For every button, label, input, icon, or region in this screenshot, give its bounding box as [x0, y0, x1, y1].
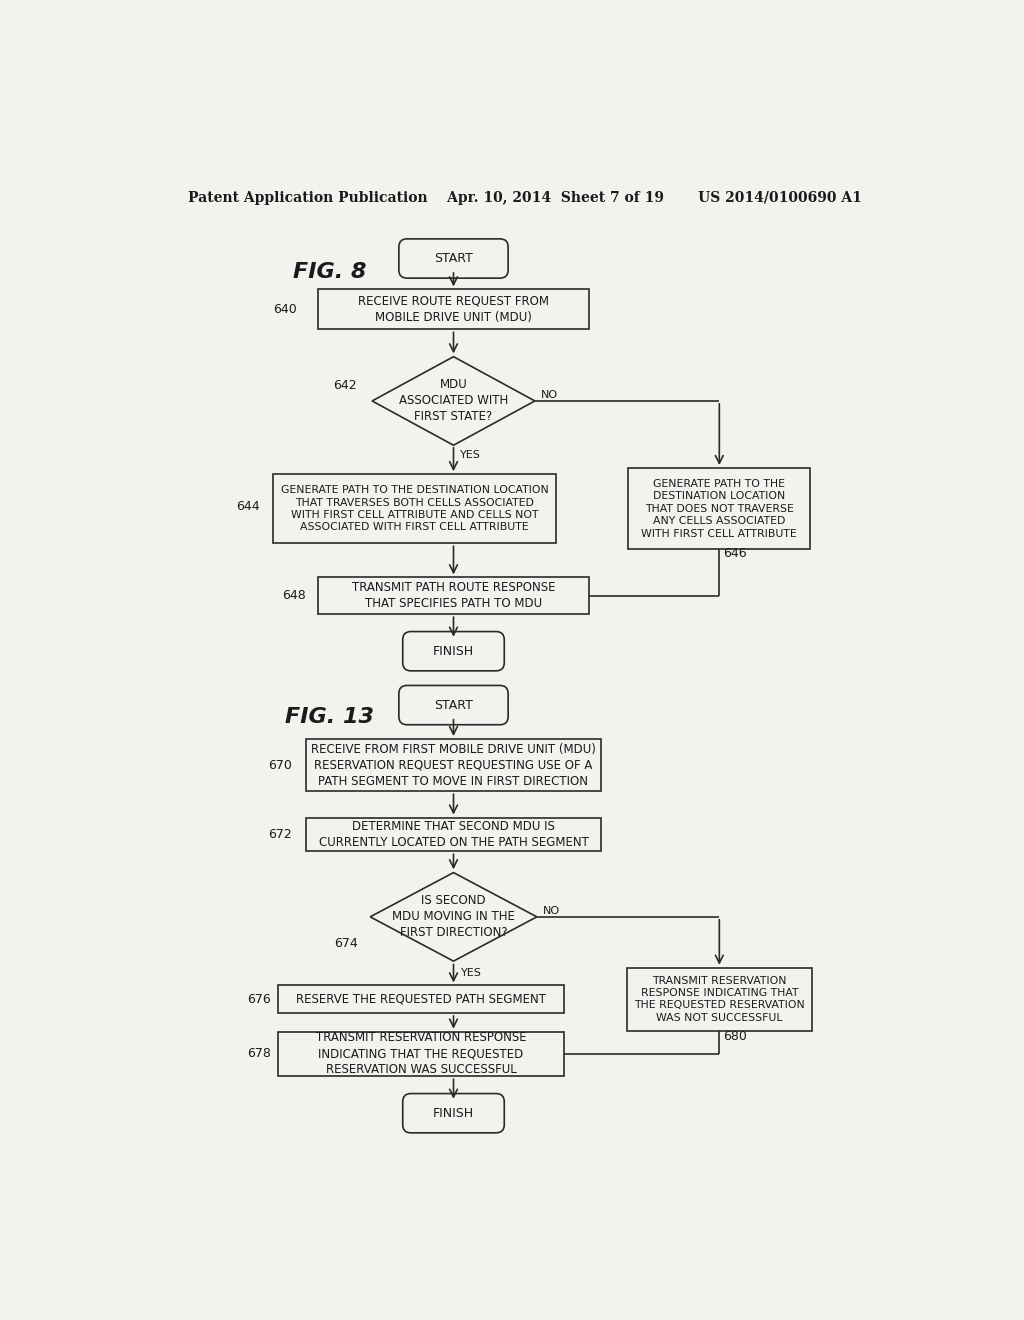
Text: 646: 646	[723, 546, 746, 560]
Bar	[273, 474, 556, 544]
Text: 672: 672	[268, 828, 292, 841]
Text: GENERATE PATH TO THE DESTINATION LOCATION
THAT TRAVERSES BOTH CELLS ASSOCIATED
W: GENERATE PATH TO THE DESTINATION LOCATIO…	[281, 486, 549, 532]
Bar	[279, 985, 563, 1014]
Text: 680: 680	[723, 1030, 748, 1043]
Text: Patent Application Publication    Apr. 10, 2014  Sheet 7 of 19       US 2014/010: Patent Application Publication Apr. 10, …	[187, 191, 862, 206]
Bar	[306, 817, 601, 851]
Bar	[279, 1032, 563, 1076]
Text: 676: 676	[248, 993, 271, 1006]
Text: YES: YES	[461, 968, 482, 978]
Text: RECEIVE FROM FIRST MOBILE DRIVE UNIT (MDU)
RESERVATION REQUEST REQUESTING USE OF: RECEIVE FROM FIRST MOBILE DRIVE UNIT (MD…	[311, 743, 596, 788]
Text: MDU
ASSOCIATED WITH
FIRST STATE?: MDU ASSOCIATED WITH FIRST STATE?	[399, 379, 508, 424]
FancyBboxPatch shape	[399, 239, 508, 279]
FancyBboxPatch shape	[399, 685, 508, 725]
Text: START: START	[434, 252, 473, 265]
Polygon shape	[371, 873, 537, 961]
Text: FIG. 13: FIG. 13	[285, 706, 374, 726]
Text: RESERVE THE REQUESTED PATH SEGMENT: RESERVE THE REQUESTED PATH SEGMENT	[296, 993, 546, 1006]
Text: FINISH: FINISH	[433, 1106, 474, 1119]
Text: 640: 640	[273, 302, 297, 315]
Text: NO: NO	[541, 389, 558, 400]
Text: FINISH: FINISH	[433, 644, 474, 657]
FancyBboxPatch shape	[402, 631, 504, 671]
Text: 674: 674	[334, 937, 357, 950]
Text: 642: 642	[333, 379, 356, 392]
Text: YES: YES	[460, 450, 480, 459]
Text: START: START	[434, 698, 473, 711]
Text: TRANSMIT RESERVATION
RESPONSE INDICATING THAT
THE REQUESTED RESERVATION
WAS NOT : TRANSMIT RESERVATION RESPONSE INDICATING…	[634, 975, 805, 1023]
Text: 678: 678	[248, 1047, 271, 1060]
FancyBboxPatch shape	[402, 1093, 504, 1133]
Text: 644: 644	[237, 500, 260, 513]
Text: TRANSMIT RESERVATION RESPONSE
INDICATING THAT THE REQUESTED
RESERVATION WAS SUCC: TRANSMIT RESERVATION RESPONSE INDICATING…	[315, 1031, 526, 1076]
Text: 670: 670	[268, 759, 292, 772]
Text: 648: 648	[283, 589, 306, 602]
Bar	[627, 968, 812, 1031]
Text: RECEIVE ROUTE REQUEST FROM
MOBILE DRIVE UNIT (MDU): RECEIVE ROUTE REQUEST FROM MOBILE DRIVE …	[358, 294, 549, 323]
Bar	[317, 289, 589, 330]
Text: IS SECOND
MDU MOVING IN THE
FIRST DIRECTION?: IS SECOND MDU MOVING IN THE FIRST DIRECT…	[392, 895, 515, 940]
Polygon shape	[372, 356, 535, 445]
Text: DETERMINE THAT SECOND MDU IS
CURRENTLY LOCATED ON THE PATH SEGMENT: DETERMINE THAT SECOND MDU IS CURRENTLY L…	[318, 820, 589, 849]
Text: GENERATE PATH TO THE
DESTINATION LOCATION
THAT DOES NOT TRAVERSE
ANY CELLS ASSOC: GENERATE PATH TO THE DESTINATION LOCATIO…	[641, 479, 798, 539]
Text: TRANSMIT PATH ROUTE RESPONSE
THAT SPECIFIES PATH TO MDU: TRANSMIT PATH ROUTE RESPONSE THAT SPECIF…	[352, 581, 555, 610]
Bar	[306, 739, 601, 792]
Text: FIG. 8: FIG. 8	[293, 263, 367, 282]
Text: NO: NO	[543, 906, 560, 916]
Bar	[629, 469, 810, 549]
Bar	[317, 577, 589, 614]
